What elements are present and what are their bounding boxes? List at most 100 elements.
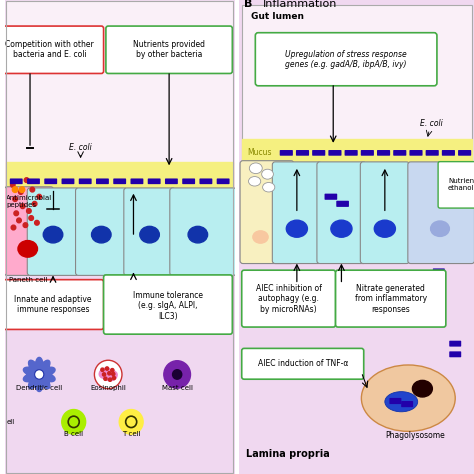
FancyBboxPatch shape xyxy=(390,398,401,404)
Circle shape xyxy=(10,182,15,187)
FancyBboxPatch shape xyxy=(96,178,109,184)
FancyBboxPatch shape xyxy=(2,280,104,329)
Circle shape xyxy=(62,410,86,434)
Circle shape xyxy=(109,378,112,381)
Ellipse shape xyxy=(385,392,418,412)
Ellipse shape xyxy=(262,169,273,179)
FancyBboxPatch shape xyxy=(200,178,212,184)
Circle shape xyxy=(105,367,109,370)
FancyBboxPatch shape xyxy=(104,275,232,334)
FancyBboxPatch shape xyxy=(0,26,104,73)
FancyBboxPatch shape xyxy=(27,188,79,275)
FancyBboxPatch shape xyxy=(79,178,91,184)
FancyBboxPatch shape xyxy=(449,341,461,346)
Circle shape xyxy=(17,218,21,223)
Text: Dendritic cell: Dendritic cell xyxy=(16,385,63,391)
FancyBboxPatch shape xyxy=(433,268,445,274)
Circle shape xyxy=(35,220,39,225)
Circle shape xyxy=(119,410,143,434)
Text: E. coli: E. coli xyxy=(420,119,443,128)
Circle shape xyxy=(11,225,16,230)
Circle shape xyxy=(14,211,18,216)
Polygon shape xyxy=(23,357,55,392)
Circle shape xyxy=(35,370,44,379)
Text: Antimicrobial
peptides: Antimicrobial peptides xyxy=(6,195,52,208)
Ellipse shape xyxy=(412,380,432,397)
Circle shape xyxy=(112,373,115,375)
FancyBboxPatch shape xyxy=(44,178,57,184)
Circle shape xyxy=(104,377,107,380)
FancyBboxPatch shape xyxy=(328,150,341,155)
Text: Mucus: Mucus xyxy=(247,148,272,157)
Ellipse shape xyxy=(43,227,63,243)
Text: AIEC inhibition of
autophagy (e.g.
by microRNAs): AIEC inhibition of autophagy (e.g. by mi… xyxy=(255,284,321,313)
Text: Eosinophil: Eosinophil xyxy=(90,385,126,391)
Ellipse shape xyxy=(248,176,261,186)
Bar xyxy=(6,162,234,193)
Circle shape xyxy=(164,361,191,388)
FancyBboxPatch shape xyxy=(280,150,293,155)
FancyBboxPatch shape xyxy=(130,178,143,184)
Circle shape xyxy=(12,187,18,192)
Circle shape xyxy=(37,194,42,199)
FancyBboxPatch shape xyxy=(426,150,439,155)
Ellipse shape xyxy=(18,241,37,257)
FancyBboxPatch shape xyxy=(4,187,54,275)
FancyBboxPatch shape xyxy=(325,193,337,200)
Ellipse shape xyxy=(249,163,262,173)
Text: Mast cell: Mast cell xyxy=(162,385,192,391)
FancyBboxPatch shape xyxy=(255,33,437,86)
Ellipse shape xyxy=(253,231,268,243)
FancyBboxPatch shape xyxy=(170,188,236,275)
Ellipse shape xyxy=(105,371,117,381)
Circle shape xyxy=(19,187,25,192)
Ellipse shape xyxy=(361,365,455,431)
FancyBboxPatch shape xyxy=(442,150,455,155)
Text: T cell: T cell xyxy=(122,431,140,437)
FancyBboxPatch shape xyxy=(240,161,294,264)
Bar xyxy=(6,1,234,171)
FancyBboxPatch shape xyxy=(75,188,127,275)
Circle shape xyxy=(27,209,31,213)
FancyBboxPatch shape xyxy=(273,162,321,264)
Text: Paneth cell: Paneth cell xyxy=(9,277,47,283)
FancyBboxPatch shape xyxy=(148,178,161,184)
Ellipse shape xyxy=(188,227,208,243)
FancyBboxPatch shape xyxy=(360,162,410,264)
FancyBboxPatch shape xyxy=(182,178,195,184)
Circle shape xyxy=(173,370,182,379)
Text: Phagolysosome: Phagolysosome xyxy=(385,431,445,440)
FancyBboxPatch shape xyxy=(62,178,74,184)
Circle shape xyxy=(102,373,106,376)
FancyBboxPatch shape xyxy=(165,178,178,184)
Circle shape xyxy=(94,360,122,389)
Text: AIEC induction of TNF-α: AIEC induction of TNF-α xyxy=(257,359,348,368)
FancyBboxPatch shape xyxy=(242,348,364,379)
Circle shape xyxy=(101,368,104,372)
Text: Innate and adaptive
immune responses: Innate and adaptive immune responses xyxy=(14,295,92,314)
Ellipse shape xyxy=(140,227,159,243)
Ellipse shape xyxy=(99,368,112,378)
FancyBboxPatch shape xyxy=(336,270,446,327)
FancyBboxPatch shape xyxy=(433,279,445,285)
Circle shape xyxy=(18,190,23,194)
FancyBboxPatch shape xyxy=(242,270,336,327)
FancyBboxPatch shape xyxy=(438,162,474,208)
Ellipse shape xyxy=(331,220,352,237)
FancyBboxPatch shape xyxy=(401,401,413,407)
Text: B cell: B cell xyxy=(64,431,83,437)
FancyBboxPatch shape xyxy=(336,201,349,207)
Text: Gut lumen: Gut lumen xyxy=(251,12,304,21)
Text: ell: ell xyxy=(7,419,15,425)
Circle shape xyxy=(112,376,116,380)
Text: Competition with other
bacteria and E. coli: Competition with other bacteria and E. c… xyxy=(5,40,94,59)
Circle shape xyxy=(13,197,18,201)
Text: Upregulation of stress response
genes (e.g. gadA/B, ibpA/B, ivy): Upregulation of stress response genes (e… xyxy=(285,50,407,69)
Circle shape xyxy=(23,223,27,228)
FancyBboxPatch shape xyxy=(10,178,23,184)
FancyBboxPatch shape xyxy=(312,150,325,155)
FancyBboxPatch shape xyxy=(242,5,472,201)
FancyBboxPatch shape xyxy=(124,188,175,275)
Text: B: B xyxy=(244,0,253,9)
Circle shape xyxy=(29,216,34,220)
